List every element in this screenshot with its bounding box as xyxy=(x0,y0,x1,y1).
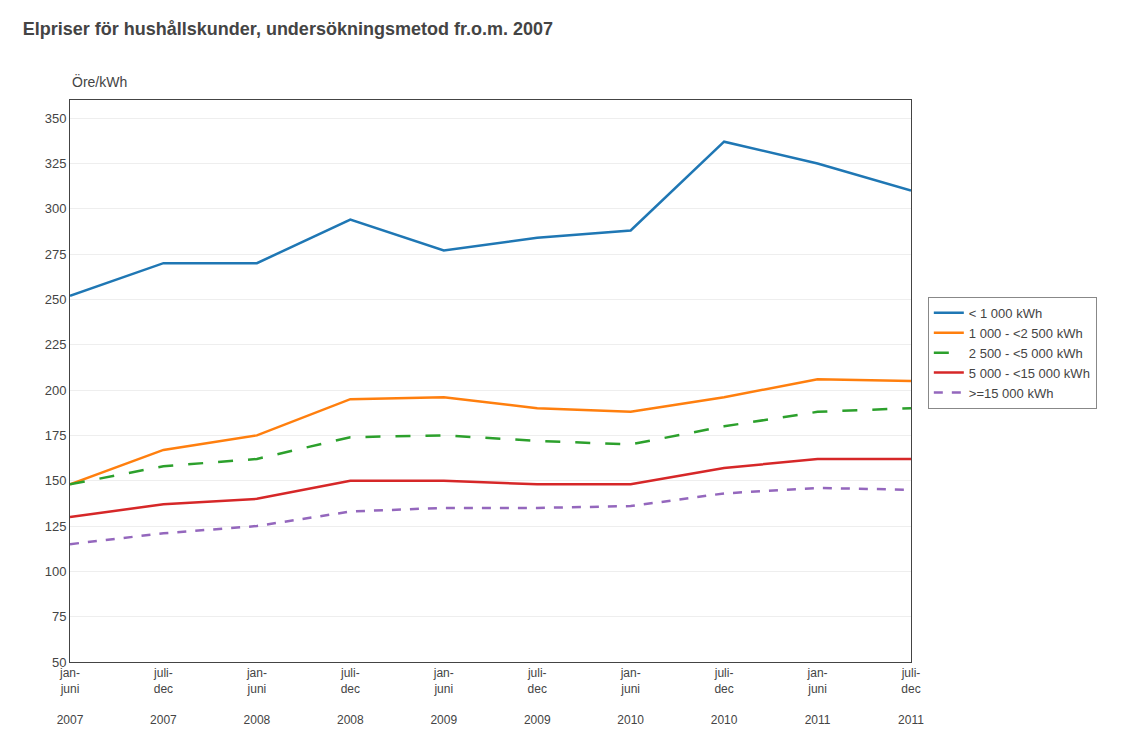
svg-text:jan-juni 2011: jan-juni 2011 xyxy=(805,666,831,727)
svg-text:100: 100 xyxy=(45,564,67,579)
svg-text:175: 175 xyxy=(45,428,67,443)
svg-text:jan-juni 2010: jan-juni 2010 xyxy=(617,666,644,727)
svg-text:325: 325 xyxy=(45,156,67,171)
svg-text:350: 350 xyxy=(45,111,67,126)
svg-text:275: 275 xyxy=(45,247,67,262)
svg-text:juli-dec 2008: juli-dec 2008 xyxy=(337,666,364,727)
svg-text:50: 50 xyxy=(52,655,66,670)
svg-text:>=15 000 kWh: >=15 000 kWh xyxy=(969,386,1054,401)
svg-text:300: 300 xyxy=(45,201,67,216)
svg-text:Elpriser för hushållskunder, u: Elpriser för hushållskunder, undersöknin… xyxy=(23,19,553,39)
svg-text:250: 250 xyxy=(45,292,67,307)
svg-text:juli-dec 2010: juli-dec 2010 xyxy=(711,666,738,727)
svg-text:juli-dec 2009: juli-dec 2009 xyxy=(524,666,551,727)
svg-text:juli-dec 2011: juli-dec 2011 xyxy=(898,666,924,727)
svg-text:< 1 000 kWh: < 1 000 kWh xyxy=(969,306,1042,321)
svg-text:225: 225 xyxy=(45,337,67,352)
svg-text:jan-juni 2007: jan-juni 2007 xyxy=(57,666,84,727)
svg-text:2 500 - <5 000 kWh: 2 500 - <5 000 kWh xyxy=(969,346,1083,361)
svg-text:Öre/kWh: Öre/kWh xyxy=(72,73,127,90)
svg-text:1 000 - <2 500 kWh: 1 000 - <2 500 kWh xyxy=(969,326,1083,341)
svg-text:jan-juni 2008: jan-juni 2008 xyxy=(244,666,271,727)
svg-text:200: 200 xyxy=(45,383,67,398)
svg-text:juli-dec 2007: juli-dec 2007 xyxy=(150,666,177,727)
svg-text:5 000 - <15 000 kWh: 5 000 - <15 000 kWh xyxy=(969,366,1090,381)
svg-text:jan-juni 2009: jan-juni 2009 xyxy=(430,666,457,727)
svg-text:150: 150 xyxy=(45,473,67,488)
svg-text:125: 125 xyxy=(45,519,67,534)
svg-text:75: 75 xyxy=(52,609,66,624)
